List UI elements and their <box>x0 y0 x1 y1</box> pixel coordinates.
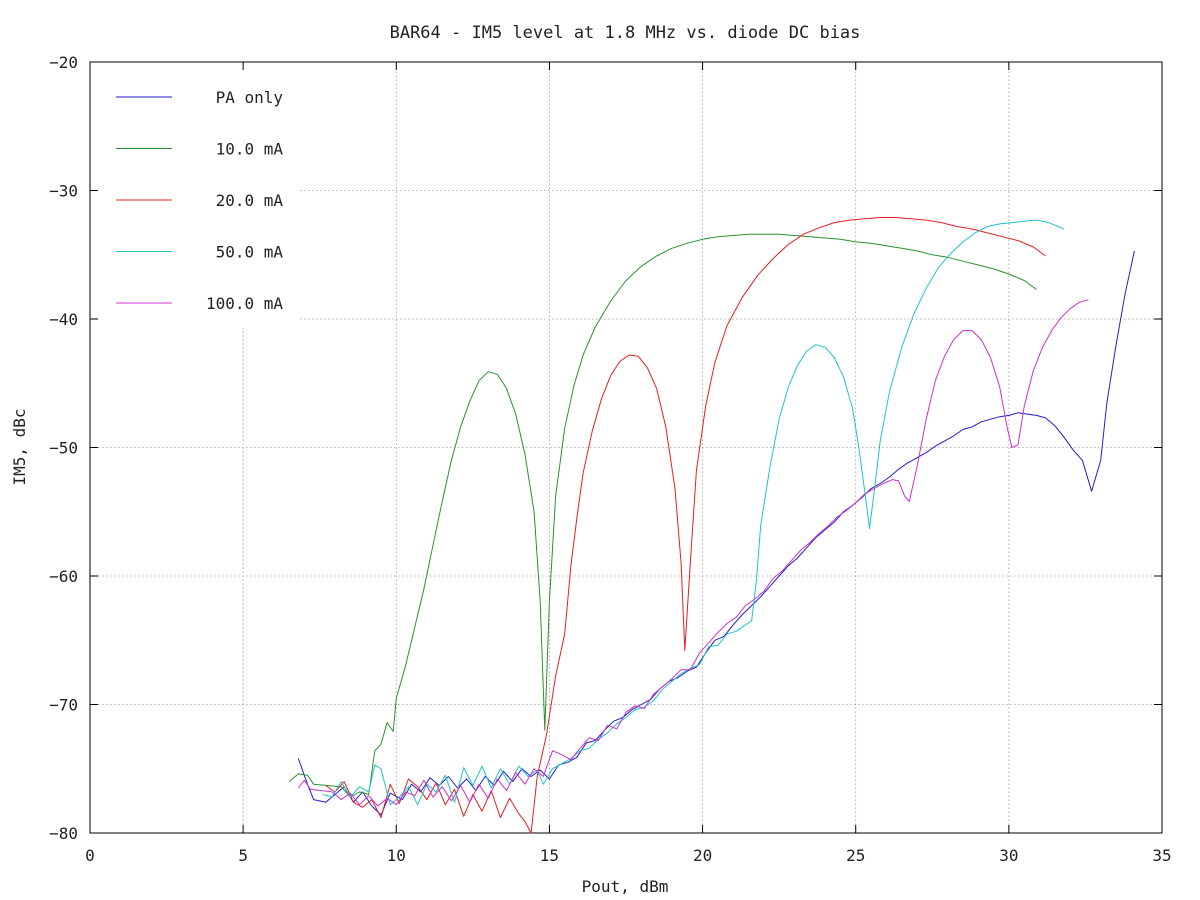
y-tick-label: −60 <box>49 567 78 586</box>
legend-label-20-0-ma: 20.0 mA <box>216 191 284 210</box>
series-layer <box>288 217 1135 834</box>
x-tick-label: 35 <box>1152 846 1171 865</box>
x-axis-label: Pout, dBm <box>582 877 669 896</box>
y-tick-label: −50 <box>49 439 78 458</box>
x-tick-label: 5 <box>238 846 248 865</box>
chart-title: BAR64 - IM5 level at 1.8 MHz vs. diode D… <box>390 23 861 43</box>
y-tick-label: −20 <box>49 53 78 72</box>
legend-label-10-0-ma: 10.0 mA <box>216 140 284 159</box>
y-tick-label: −70 <box>49 696 78 715</box>
y-tick-label: −30 <box>49 182 78 201</box>
x-tick-label: 20 <box>693 846 712 865</box>
y-axis-label: IM5, dBc <box>10 408 29 485</box>
legend-label-50-0-ma: 50.0 mA <box>216 243 284 262</box>
series-line-100-0-ma <box>297 299 1089 807</box>
legend-label-pa-only: PA only <box>216 88 284 107</box>
tick-layer: 0 5 10 15 20 25 30 35 −80 −70 −60 −50 −40 −30 −20 <box>49 53 1172 865</box>
series-line-10-0-ma <box>288 233 1037 798</box>
x-tick-label: 15 <box>540 846 559 865</box>
x-tick-label: 25 <box>846 846 865 865</box>
x-tick-label: 10 <box>387 846 406 865</box>
legend-background <box>104 78 300 326</box>
series-line-50-0-ma <box>322 219 1065 806</box>
y-tick-label: −40 <box>49 310 78 329</box>
x-tick-label: 0 <box>85 846 95 865</box>
x-tick-label: 30 <box>999 846 1018 865</box>
legend-label-100-0-ma: 100.0 mA <box>206 294 283 313</box>
y-tick-label: −80 <box>49 824 78 843</box>
legend: PA only 10.0 mA 20.0 mA 50.0 mA 100.0 mA <box>104 78 300 326</box>
series-line-20-0-ma <box>325 217 1046 834</box>
grid-layer <box>90 62 1162 833</box>
